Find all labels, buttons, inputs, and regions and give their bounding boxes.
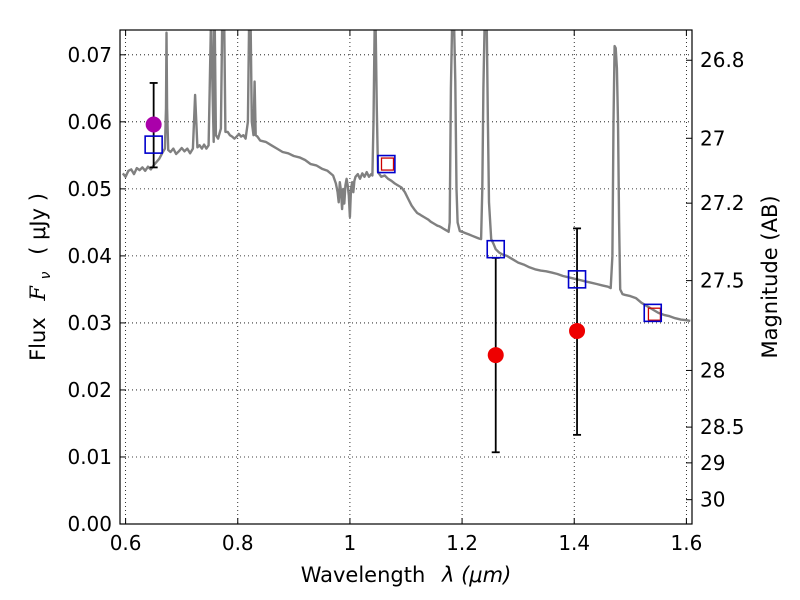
x-tick-label: 1.6	[670, 531, 702, 555]
y-axis-left: 0.00 0.01 0.02 0.03 0.04 0.05 0.06 0.07	[67, 43, 126, 536]
x-axis-label-math: λ (μm)	[441, 563, 511, 587]
plot-frame	[119, 29, 693, 525]
filter-flux-square	[647, 307, 662, 321]
y-axis-label: Flux F ν ( μJy )	[26, 193, 55, 361]
y-axis-right-label: Magnitude (AB)	[758, 195, 782, 358]
model-spectrum-layer	[121, 30, 691, 323]
x-axis-label: Wavelength λ (μm)	[301, 563, 512, 587]
y-right-tick-label: 27	[700, 126, 725, 150]
y-right-tick-label: 27.2	[700, 191, 745, 215]
y-right-tick-label: 26.8	[700, 48, 745, 72]
y-tick-label: 0.02	[67, 378, 112, 402]
model-flux-square	[377, 154, 396, 174]
x-axis-label-text: Wavelength	[301, 563, 426, 587]
y-tick-label: 0.01	[67, 445, 112, 469]
x-tick-label: 1.2	[446, 531, 478, 555]
y-tick-label: 0.05	[67, 177, 112, 201]
observed-flux-point	[569, 322, 586, 339]
x-tick-label: 0.6	[110, 531, 142, 555]
grid	[120, 30, 692, 525]
model-spectrum-line	[121, 30, 691, 323]
x-axis: 0.6 0.8 1 1.2 1.4 1.6	[110, 30, 702, 555]
y-right-tick-label: 28	[700, 358, 725, 382]
y-axis-right: 26.8 27 27.2 27.5 28 28.5 29 30	[686, 48, 745, 512]
y-right-tick-label: 30	[700, 488, 725, 512]
y-right-tick-label: 27.5	[700, 269, 745, 293]
x-tick-label: 0.8	[222, 531, 254, 555]
y-tick-label: 0.07	[67, 43, 112, 67]
y-right-tick-label: 29	[700, 451, 725, 475]
y-tick-label: 0.00	[67, 512, 112, 536]
model-flux-square	[486, 239, 506, 259]
x-tick-label: 1	[344, 531, 357, 555]
y-axis-label-math: F	[26, 285, 50, 302]
y-axis-label-math-sub: ν	[38, 271, 54, 279]
observed-flux-point	[487, 347, 504, 364]
marker-layer	[144, 116, 663, 364]
model-flux-square	[643, 303, 663, 323]
y-tick-label: 0.03	[67, 311, 112, 335]
y-axis-label-unit: ( μJy )	[26, 193, 50, 255]
x-tick-label: 1.4	[558, 531, 590, 555]
plot-area	[121, 30, 691, 454]
observed-flux-point	[145, 116, 162, 133]
model-flux-square	[144, 135, 163, 154]
y-tick-label: 0.06	[67, 110, 112, 134]
y-tick-label: 0.04	[67, 244, 112, 268]
y-axis-label-text: Flux	[26, 317, 50, 361]
filter-flux-square	[380, 157, 395, 171]
y-right-tick-label: 28.5	[700, 415, 745, 439]
model-flux-square	[567, 270, 587, 289]
